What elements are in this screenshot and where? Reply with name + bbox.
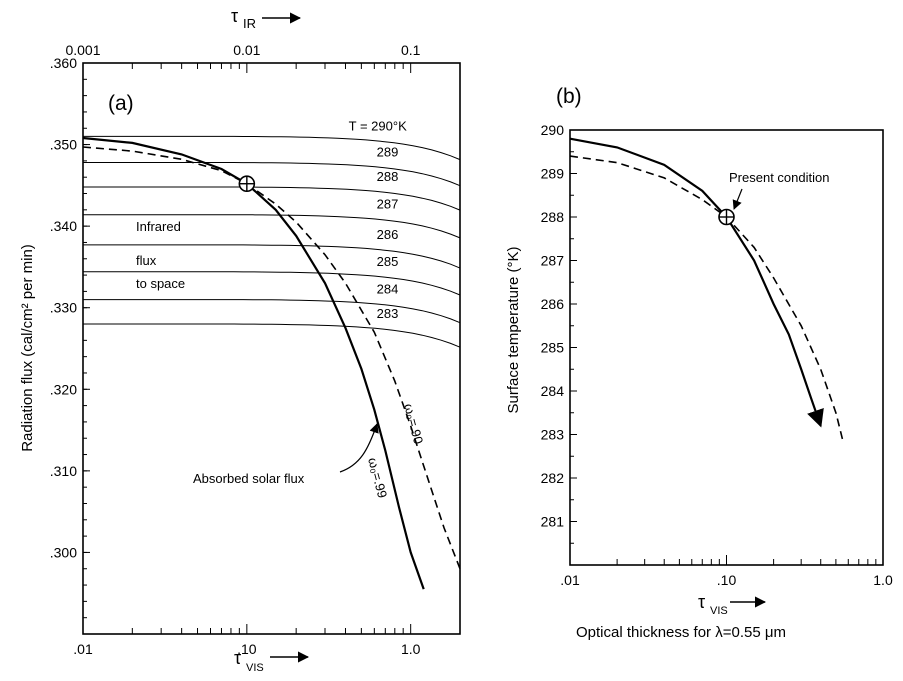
y-tick-label: 289 [541, 166, 565, 182]
x-tick-label: 1.0 [873, 572, 893, 588]
present-condition-arrow [732, 188, 743, 210]
series-line-omega-90 [82, 146, 461, 569]
y-tick-label: .350 [50, 137, 77, 153]
y-tick-label: .300 [50, 544, 77, 560]
omega-label-90: ω₀=.90 [401, 402, 426, 446]
panel-a: (a) τ IR τ VIS Radiation flux (cal/cm² p… [19, 6, 461, 674]
y-tick-label: 288 [541, 209, 565, 225]
panel-b-tau-subscript: VIS [710, 605, 728, 617]
isotherm-line [83, 162, 461, 187]
panel-a-bottom-axis-title: τ VIS [234, 648, 310, 674]
series-line-omega-99 [82, 136, 425, 590]
y-tick-label: 281 [541, 514, 565, 530]
present-condition-label: Present condition [729, 170, 829, 185]
top-tick-label: 0.1 [401, 42, 421, 58]
y-tick-label: 283 [541, 427, 565, 443]
top-tick-label: 0.01 [233, 42, 260, 58]
isotherm-label: 283 [377, 306, 399, 321]
top-axis-tau-symbol: τ [231, 6, 238, 26]
panel-b-label: (b) [556, 85, 582, 108]
panel-b-y-axis-label: Surface temperature (°K) [505, 247, 522, 414]
y-tick-label: 290 [541, 122, 565, 138]
panel-b-series [569, 137, 844, 440]
isotherm-line [83, 244, 461, 269]
x-tick-label: .10 [237, 641, 257, 657]
x-tick-label: .10 [717, 572, 737, 588]
panel-b-caption: Optical thickness for λ=0.55 μm [576, 624, 786, 641]
panel-a-isotherms: T = 290°K 289 288 287 286 285 284 283 [83, 118, 461, 348]
panel-a-top-ticks: 0.001 0.01 0.1 [65, 42, 461, 73]
isotherm-line [83, 135, 461, 161]
y-tick-label: .310 [50, 463, 77, 479]
panel-a-y-axis-label: Radiation flux (cal/cm² per min) [19, 244, 36, 452]
panel-b-plot-frame [569, 129, 884, 566]
isotherm-label: 285 [377, 254, 399, 269]
bottom-axis-subscript: VIS [246, 662, 264, 674]
panel-b-y-ticks: 290 289 288 287 286 285 284 283 282 281 [541, 122, 577, 566]
y-tick-label: 287 [541, 253, 565, 269]
top-tick-label: 0.001 [65, 42, 100, 58]
panel-b-bottom-axis-title: τ VIS [698, 592, 767, 617]
y-tick-label: 285 [541, 340, 565, 356]
y-tick-label: .360 [50, 55, 77, 71]
y-tick-label: .340 [50, 218, 77, 234]
isotherm-label: 286 [377, 227, 399, 242]
y-tick-label: 286 [541, 296, 565, 312]
isotherm-line [83, 186, 461, 211]
x-tick-label: 1.0 [401, 641, 421, 657]
y-tick-label: .330 [50, 300, 77, 316]
panel-a-series [82, 136, 461, 590]
series-line-omega-90 [569, 155, 844, 440]
infrared-label-line3: to space [136, 276, 185, 291]
isotherm-label: 288 [377, 169, 399, 184]
omega-label-99: ω₀=.99 [365, 456, 390, 500]
svg-text:ω₀=.99: ω₀=.99 [365, 456, 390, 500]
absorbed-solar-flux-label: Absorbed solar flux [193, 471, 305, 486]
panel-b: (b) Surface temperature (°K) τ VIS Optic… [505, 85, 893, 641]
top-axis-subscript: IR [243, 16, 256, 31]
isotherm-label: 284 [377, 282, 399, 297]
panel-a-y-ticks: .360 .350 .340 .330 .320 .310 .300 [50, 55, 90, 635]
isotherm-line [83, 214, 461, 239]
infrared-label-line2: flux [136, 253, 157, 268]
panel-a-x-ticks: .01 .10 1.0 [73, 624, 461, 657]
series-line-omega-99 [569, 137, 824, 428]
isotherm-label: 287 [377, 197, 399, 212]
isotherm-line [83, 271, 461, 296]
x-tick-label: .01 [73, 641, 93, 657]
y-tick-label: 284 [541, 383, 565, 399]
absorbed-solar-flux-arrow [339, 423, 379, 473]
panel-a-top-axis-title: τ IR [231, 6, 302, 31]
x-tick-label: .01 [560, 572, 580, 588]
panel-a-label: (a) [108, 92, 134, 115]
panel-b-tau-symbol: τ [698, 592, 705, 612]
isotherm-line [83, 323, 461, 348]
panel-b-x-ticks: .01 .10 1.0 [560, 555, 893, 588]
y-tick-label: 282 [541, 470, 565, 486]
svg-text:ω₀=.90: ω₀=.90 [401, 402, 426, 446]
y-tick-label: .320 [50, 381, 77, 397]
panel-a-plot-frame [82, 62, 461, 635]
bottom-axis-tau-symbol: τ [234, 648, 241, 668]
panel-a-present-marker [238, 175, 256, 193]
isotherm-label: 289 [377, 145, 399, 160]
isotherm-label: T = 290°K [349, 118, 407, 133]
isotherm-line [83, 299, 461, 324]
panel-b-present-marker [718, 208, 735, 226]
infrared-label-line1: Infrared [136, 219, 181, 234]
